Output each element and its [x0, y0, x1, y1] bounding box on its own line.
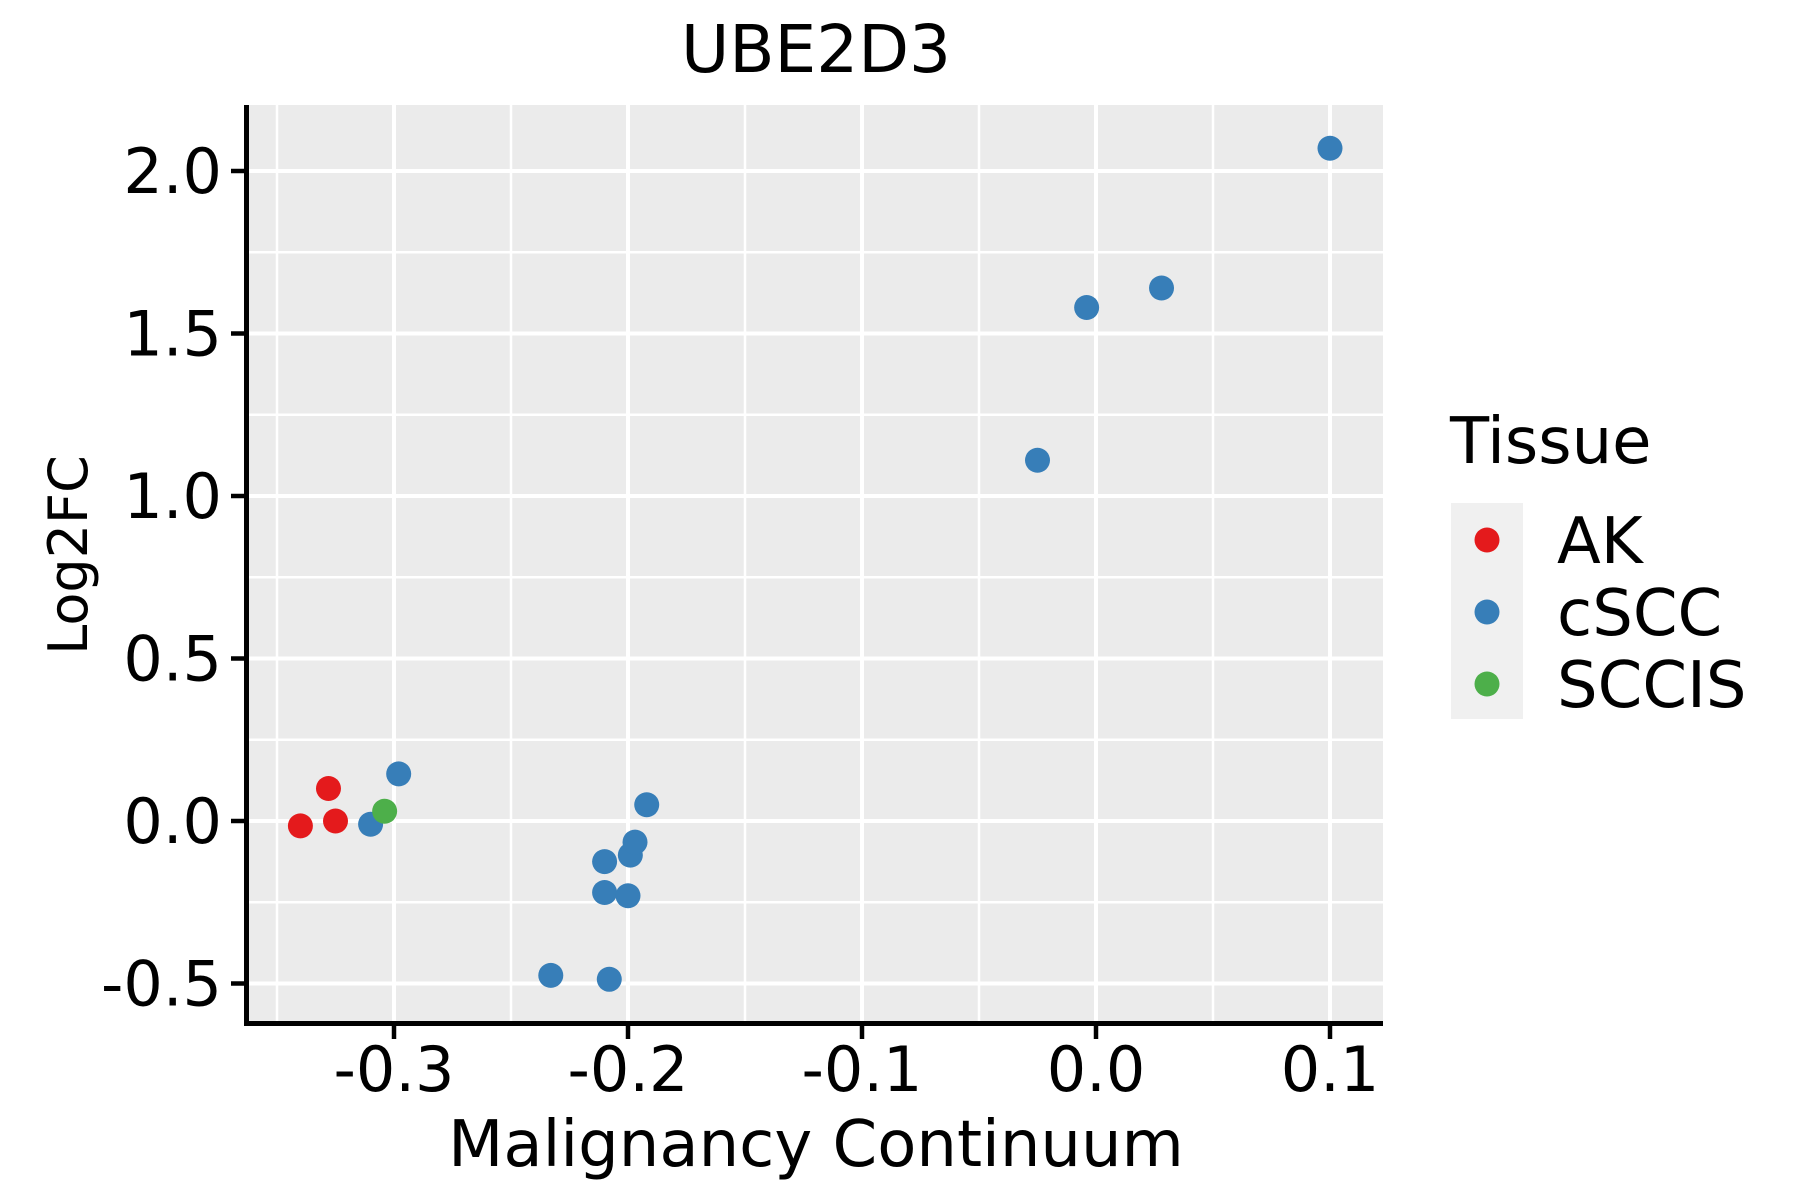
- data-point-cscc: [592, 880, 618, 905]
- x-tick-label: -0.1: [802, 1033, 923, 1106]
- legend-label-ak: AK: [1557, 505, 1645, 579]
- data-point-ak: [315, 776, 341, 801]
- y-tick-label: 1.0: [123, 460, 222, 533]
- legend-entry-sccis: SCCIS: [1474, 649, 1747, 723]
- data-point-cscc: [538, 962, 564, 988]
- data-point-cscc: [386, 761, 412, 787]
- legend-label-cscc: cSCC: [1557, 577, 1722, 651]
- legend-label-sccis: SCCIS: [1557, 649, 1747, 723]
- major-gridlines: [249, 105, 1383, 1021]
- minor-gridlines: [249, 105, 1383, 1021]
- panel-background: [249, 105, 1383, 1021]
- data-points: [287, 135, 1343, 992]
- data-point-cscc: [592, 849, 618, 875]
- legend-entry-ak: AK: [1474, 505, 1645, 579]
- data-point-cscc: [1074, 295, 1100, 320]
- chart-title: UBE2D3: [681, 11, 951, 88]
- y-tick-label: 0.0: [123, 785, 222, 858]
- data-point-cscc: [1025, 447, 1050, 473]
- data-point-cscc: [1317, 135, 1343, 161]
- legend-dot-cscc: [1474, 599, 1500, 625]
- data-point-cscc: [622, 829, 648, 855]
- data-point-ak: [323, 808, 348, 834]
- data-point-sccis: [372, 798, 398, 824]
- data-point-ak: [287, 813, 313, 839]
- data-point-cscc: [1149, 275, 1175, 301]
- legend-dot-sccis: [1474, 671, 1500, 697]
- legend-title: Tissue: [1449, 405, 1652, 479]
- legend: Tissue AK cSCC SCCIS: [1449, 405, 1747, 723]
- y-tick-label: 2.0: [123, 135, 222, 208]
- axis-lines: [244, 105, 1383, 1026]
- y-tick-label: 0.5: [123, 623, 222, 696]
- y-axis-title: Log2FC: [37, 455, 100, 655]
- legend-entry-cscc: cSCC: [1474, 577, 1722, 651]
- data-point-cscc: [634, 792, 660, 818]
- y-tick-label: -0.5: [101, 948, 222, 1021]
- legend-dot-ak: [1474, 527, 1500, 553]
- data-point-cscc: [596, 966, 622, 992]
- x-tick-label: 0.0: [1047, 1033, 1146, 1106]
- tick-marks: [231, 168, 1333, 1039]
- y-tick-label: 1.5: [123, 298, 222, 371]
- x-tick-label: 0.1: [1281, 1033, 1380, 1106]
- tick-labels: -0.3 -0.2 -0.1 0.0 0.1 -0.5 0.0 0.5 1.0 1.5 2.0: [101, 135, 1379, 1106]
- x-tick-label: -0.3: [334, 1033, 455, 1106]
- data-point-cscc: [615, 883, 641, 909]
- x-axis-title: Malignancy Continuum: [448, 1108, 1184, 1182]
- x-tick-label: -0.2: [568, 1033, 689, 1106]
